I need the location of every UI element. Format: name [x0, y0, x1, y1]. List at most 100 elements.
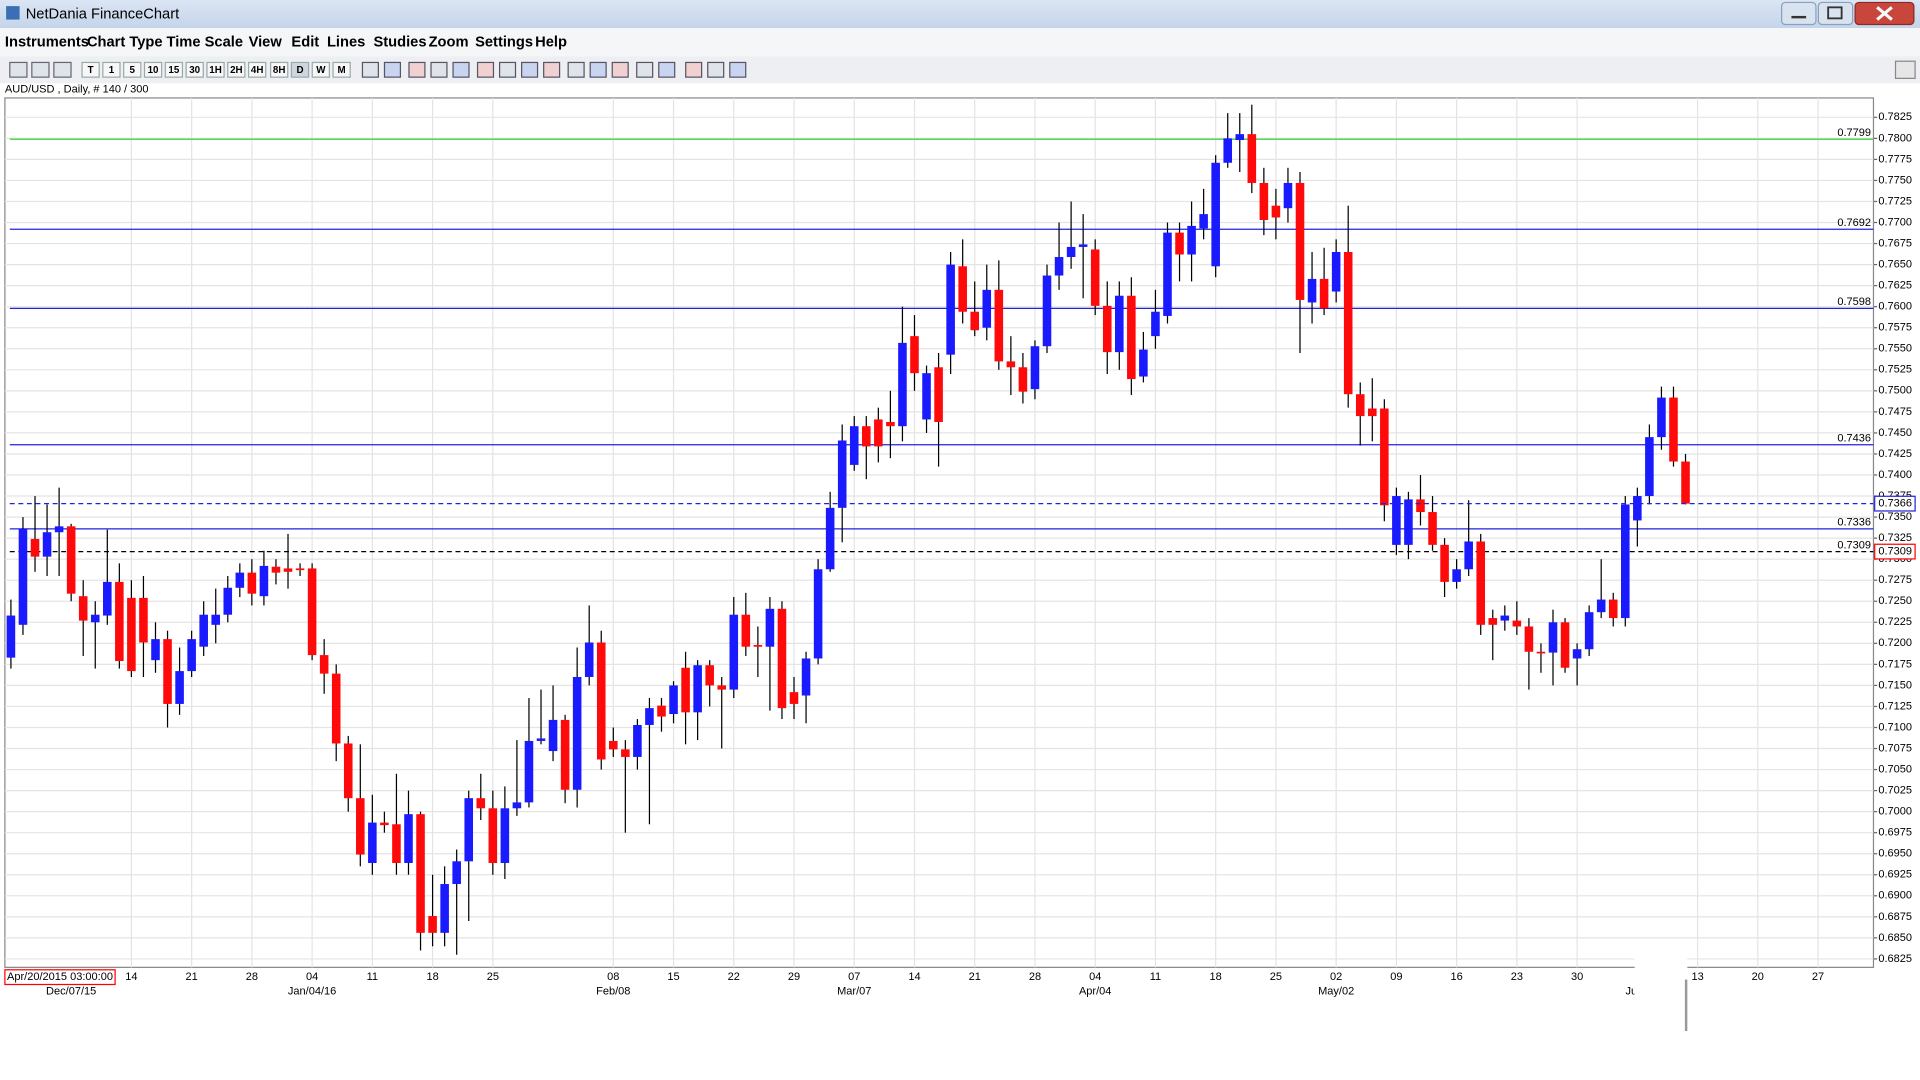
x-tick-label: 14 [125, 971, 137, 983]
candle-body [1368, 408, 1377, 417]
y-tick-label: 0.6925 [1878, 869, 1912, 881]
x-tick-label: 28 [1029, 971, 1041, 983]
x-tick-label: 25 [1270, 971, 1282, 983]
tool-icon[interactable] [452, 61, 470, 78]
x-tick-label: 25 [487, 971, 499, 983]
timeframe-button[interactable] [123, 61, 142, 78]
candle-body [1066, 246, 1076, 258]
tool-icon[interactable] [707, 61, 725, 78]
timeframe-label[interactable]: W [316, 65, 326, 76]
maximize-button[interactable] [1817, 1, 1854, 26]
candle-body [163, 639, 172, 704]
tool-icon[interactable] [498, 61, 517, 78]
candle-body [1090, 249, 1100, 306]
tool-icon[interactable] [383, 61, 402, 78]
plot-area [4, 97, 1875, 968]
tool-icon[interactable] [611, 61, 629, 78]
timeframe-label[interactable]: 4H [251, 65, 264, 76]
tool-icon[interactable] [567, 61, 585, 78]
tool-icon[interactable] [361, 61, 379, 78]
timeframe-label[interactable]: 30 [189, 65, 200, 76]
tool-icon[interactable] [430, 61, 448, 78]
timeframe-button[interactable] [164, 61, 184, 78]
y-tick-label: 0.6825 [1878, 953, 1912, 965]
candle-body [1163, 232, 1172, 316]
menu-item[interactable]: Chart Type [87, 35, 163, 51]
candle-body [1476, 541, 1486, 625]
tool-icon[interactable] [589, 61, 607, 78]
x-tick-label: 04 [306, 971, 318, 983]
x-tick-label: 30 [1571, 971, 1583, 983]
menu-item[interactable]: Settings [475, 35, 533, 51]
candle-body [886, 421, 895, 427]
timeframe-label[interactable]: 5 [130, 65, 136, 76]
menu-item[interactable]: Edit [291, 35, 319, 51]
level-label: 0.7309 [1837, 539, 1871, 551]
cursor-label: Apr/20/2015 03:00:00 [7, 971, 113, 983]
timeframe-button[interactable] [143, 61, 163, 78]
tool-icon[interactable] [9, 61, 28, 78]
tool-icon[interactable] [729, 61, 747, 78]
tool-icon[interactable] [53, 61, 72, 78]
timeframe-label[interactable]: 10 [148, 65, 159, 76]
tool-icon[interactable] [658, 61, 676, 78]
timeframe-label[interactable]: 8H [273, 65, 286, 76]
timeframe-label[interactable]: 1H [209, 65, 222, 76]
panel-button[interactable] [1894, 60, 1916, 79]
tool-icon[interactable] [408, 61, 426, 78]
tool-icon[interactable] [636, 61, 654, 78]
menu-item[interactable]: Help [535, 35, 567, 51]
candle-body [488, 808, 498, 863]
tool-icon[interactable] [521, 61, 539, 78]
tool-icon[interactable] [685, 61, 703, 78]
level-label: 0.7799 [1837, 127, 1871, 139]
x-major-label: Jan/04/16 [288, 986, 336, 998]
timeframe-button[interactable] [206, 61, 225, 78]
candle-body [139, 597, 148, 643]
timeframe-button[interactable] [81, 61, 100, 78]
candle-body [705, 665, 714, 686]
candle-body [1645, 437, 1654, 497]
candle-body [717, 685, 727, 690]
candle-body [536, 738, 546, 741]
timeframe-button[interactable] [185, 61, 204, 78]
timeframe-label[interactable]: T [88, 65, 94, 76]
menu-item[interactable]: Zoom [429, 35, 469, 51]
tool-icon[interactable] [476, 61, 495, 78]
candle-body [6, 615, 16, 658]
y-tick-label: 0.6850 [1878, 932, 1912, 944]
candle-body [343, 743, 353, 799]
timeframe-button[interactable] [227, 61, 246, 78]
candle-body [572, 676, 582, 790]
candle-body [247, 572, 257, 594]
timeframe-label[interactable]: M [338, 65, 346, 76]
tool-icon[interactable] [543, 61, 561, 78]
x-tick-label: 02 [1330, 971, 1342, 983]
timeframe-label[interactable]: 2H [230, 65, 243, 76]
title-bar [0, 0, 1920, 29]
candle-body [512, 802, 522, 809]
timeframe-button[interactable] [270, 61, 289, 78]
timeframe-label[interactable]: 1 [109, 65, 115, 76]
menu-item[interactable]: View [249, 35, 283, 51]
timeframe-button[interactable] [311, 61, 330, 78]
timeframe-button[interactable] [102, 61, 121, 78]
candle-body [898, 342, 907, 427]
menu-item[interactable]: Time Scale [167, 35, 243, 51]
menu-item[interactable]: Lines [327, 35, 365, 51]
candle-body [837, 440, 847, 508]
x-major-label: Dec/07/15 [46, 986, 96, 998]
menu-item[interactable]: Studies [373, 35, 426, 51]
timeframe-button[interactable] [290, 61, 310, 78]
timeframe-label[interactable]: D [296, 65, 303, 76]
candle-body [319, 655, 329, 674]
candle-body [151, 639, 160, 661]
timeframe-button[interactable] [332, 61, 351, 78]
candle-body [1633, 496, 1642, 521]
timeframe-button[interactable] [247, 61, 267, 78]
minimize-button[interactable] [1781, 1, 1817, 26]
menu-item[interactable]: Instruments [5, 35, 89, 51]
tool-icon[interactable] [31, 61, 50, 78]
candle-body [1500, 615, 1510, 621]
timeframe-label[interactable]: 15 [168, 65, 179, 76]
